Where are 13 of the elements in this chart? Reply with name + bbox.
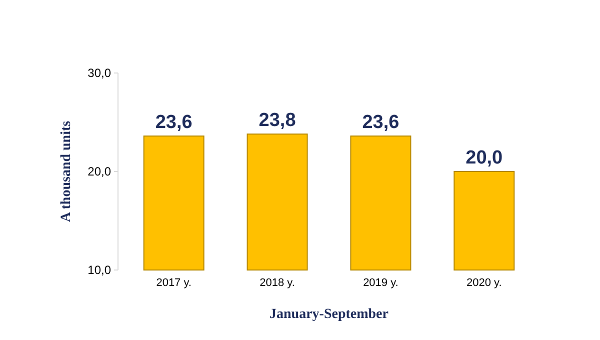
data-label: 23,6 — [155, 112, 192, 134]
y-tick-label: 30,0 — [88, 66, 112, 80]
y-axis-title: A thousand units — [59, 120, 74, 222]
data-label: 23,6 — [362, 112, 400, 134]
y-tick-label: 10,0 — [88, 263, 112, 278]
x-tick-label: 2018 y. — [260, 277, 295, 289]
x-tick-label: 2019 y. — [363, 277, 398, 289]
x-axis-title: January-September — [270, 307, 388, 322]
y-tick-label: 20,0 — [88, 164, 112, 179]
x-tick-label: 2020 y. — [466, 277, 502, 289]
data-label: 23,8 — [258, 110, 296, 132]
data-label: 20,0 — [466, 148, 503, 168]
x-tick-label: 2017 y. — [156, 277, 192, 289]
